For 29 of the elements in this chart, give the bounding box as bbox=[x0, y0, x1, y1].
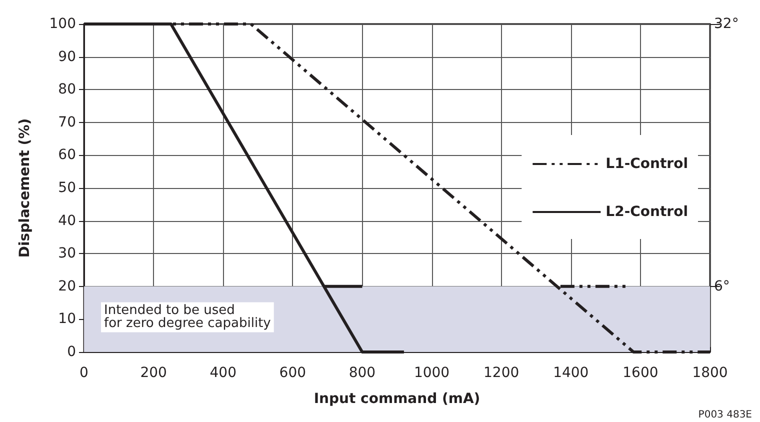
y-tick-label: 70 bbox=[58, 114, 76, 130]
y-axis-title: Displacement (%) bbox=[17, 118, 33, 258]
y-tick-label: 60 bbox=[58, 147, 76, 164]
y-tick-label: 20 bbox=[58, 278, 76, 294]
x-tick-label: 800 bbox=[348, 365, 376, 381]
y-tick-label: 50 bbox=[58, 180, 76, 196]
text: P003 483E bbox=[698, 410, 752, 420]
y-tick-label: 10 bbox=[58, 311, 76, 328]
x-tick-label: 1400 bbox=[553, 365, 589, 381]
y-tick-label: 0 bbox=[67, 344, 76, 360]
x-tick-label: 1200 bbox=[484, 365, 520, 381]
y2-tick-label: 32° bbox=[714, 16, 739, 32]
y-tick-label: 30 bbox=[58, 246, 76, 262]
band-label: Intended to be used for zero degree capability bbox=[104, 303, 272, 332]
x-tick-label: 200 bbox=[140, 365, 167, 381]
x-tick-label: 400 bbox=[210, 365, 236, 381]
x-tick-label: 1600 bbox=[622, 365, 658, 381]
y2-tick-label: 6° bbox=[714, 278, 730, 294]
legend-label: L2-Control bbox=[606, 204, 688, 220]
legend-label: L1-Control bbox=[606, 156, 688, 172]
x-tick-label: 1800 bbox=[692, 365, 728, 381]
x-tick-label: 0 bbox=[80, 365, 88, 381]
y-tick-label: 40 bbox=[58, 212, 76, 229]
x-tick-label: 600 bbox=[279, 365, 306, 381]
x-tick-label: 1000 bbox=[414, 365, 450, 381]
y-tick-label: 80 bbox=[58, 82, 76, 98]
x-axis-title: Input command (mA) bbox=[314, 391, 480, 407]
y-tick-label: 90 bbox=[58, 48, 76, 65]
y-tick-label: 100 bbox=[49, 16, 76, 32]
